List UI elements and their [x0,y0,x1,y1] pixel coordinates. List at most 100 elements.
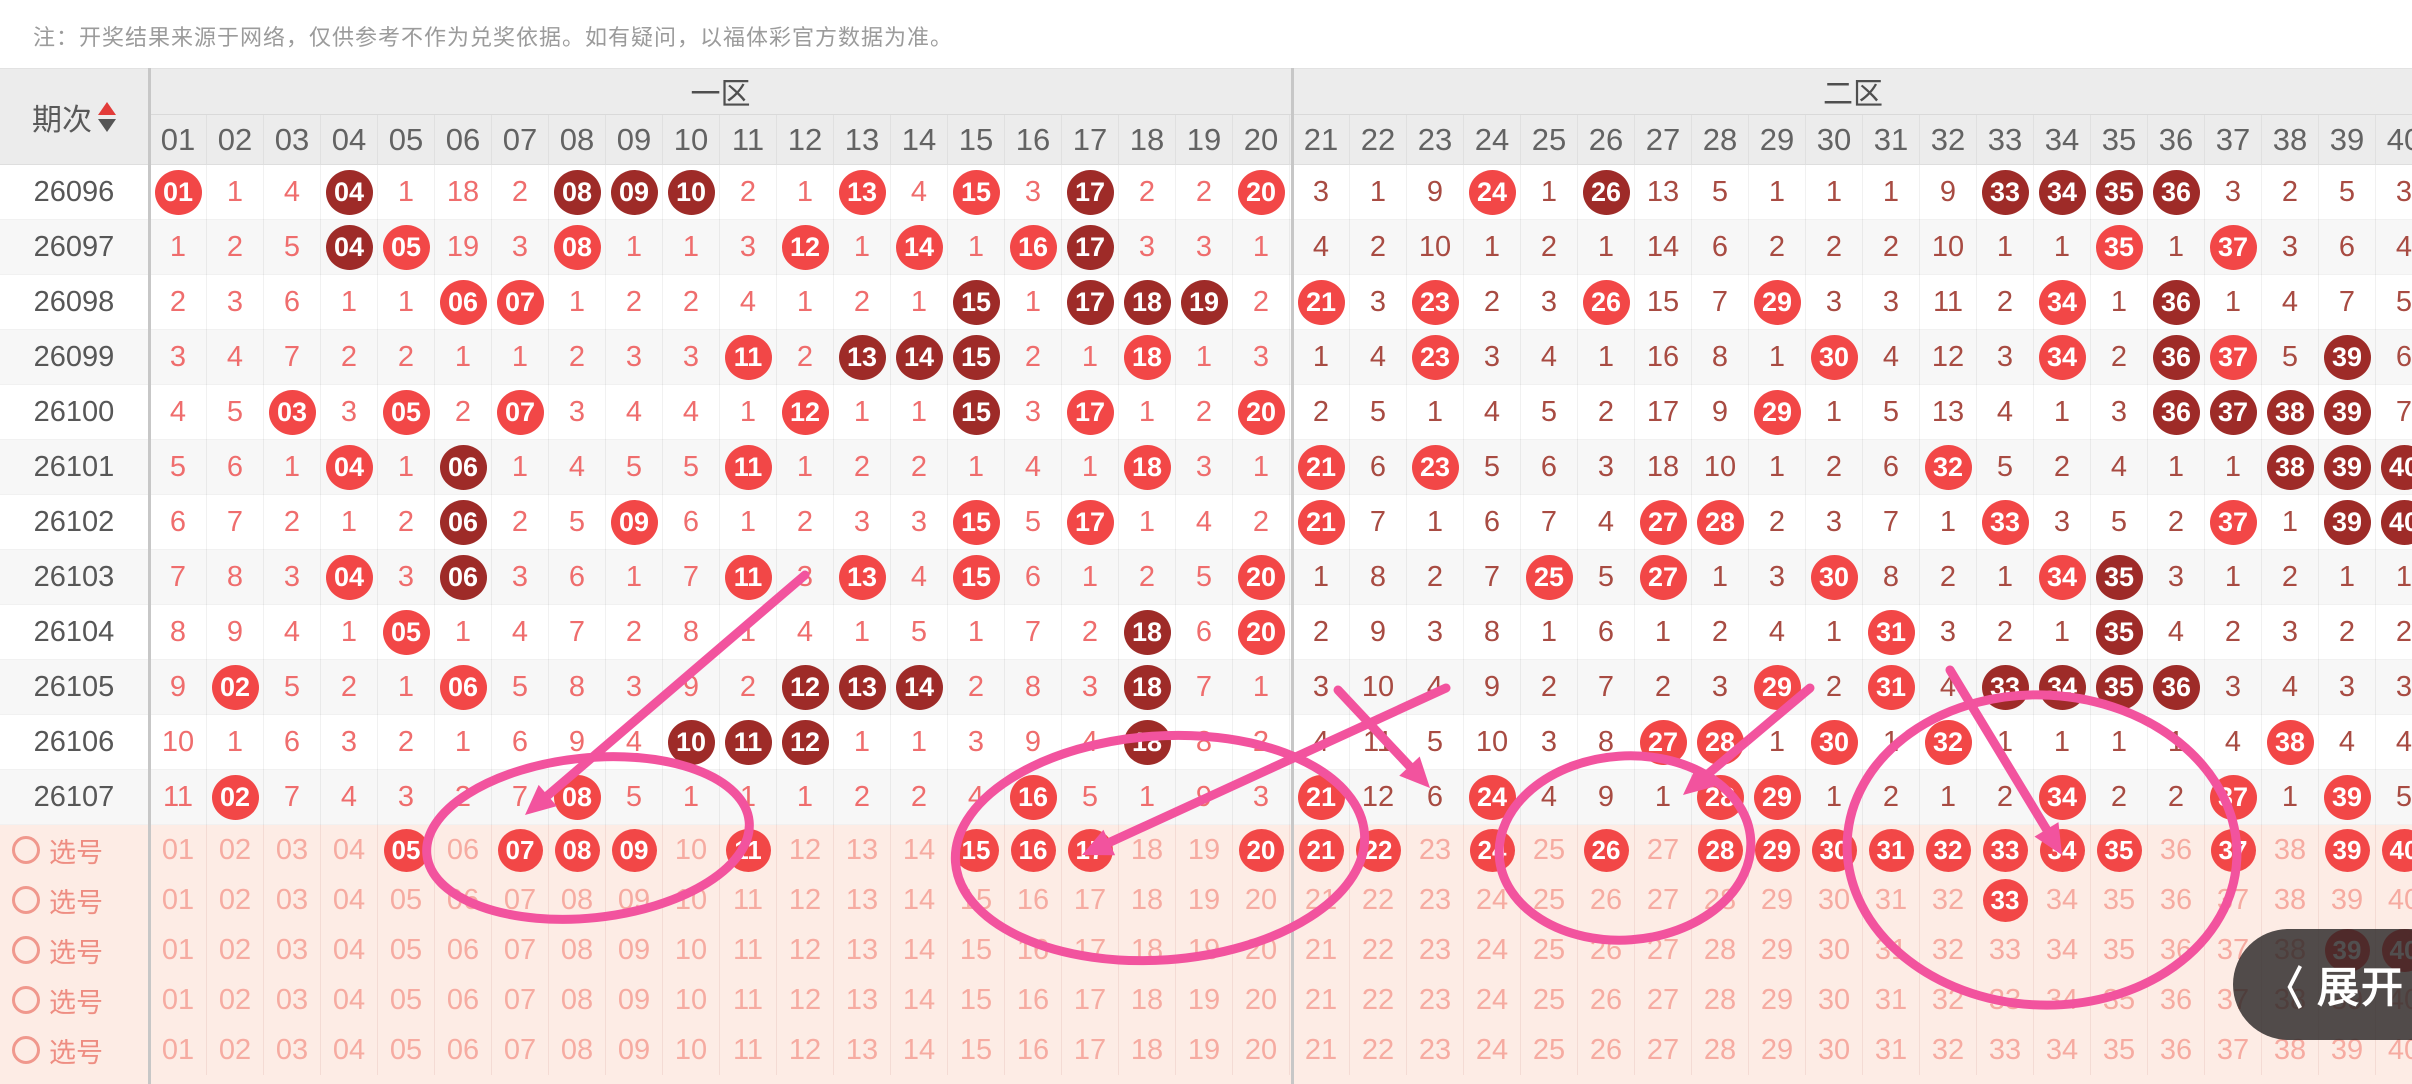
pick-number[interactable]: 34 [2034,825,2091,875]
pick-number[interactable]: 38 [2262,825,2319,875]
pick-number-selected[interactable]: 34 [2039,828,2085,872]
pick-number[interactable]: 29 [1749,975,1806,1025]
pick-number[interactable]: 10 [663,975,720,1025]
pick-number[interactable]: 32 [1920,925,1977,975]
pick-number[interactable]: 19 [1176,925,1233,975]
pick-row-label[interactable]: 选号 [12,825,103,875]
pick-number[interactable]: 09 [606,975,663,1025]
pick-number[interactable]: 24 [1464,875,1521,925]
pick-number[interactable]: 25 [1521,825,1578,875]
pick-number[interactable]: 12 [777,1025,834,1075]
pick-number[interactable]: 10 [663,875,720,925]
pick-number-selected[interactable]: 20 [1238,828,1284,872]
pick-number[interactable]: 14 [891,875,948,925]
pick-number[interactable]: 15 [948,975,1005,1025]
pick-number[interactable]: 21 [1293,875,1350,925]
pick-number[interactable]: 12 [777,925,834,975]
pick-number[interactable]: 17 [1062,825,1119,875]
pick-number[interactable]: 19 [1176,975,1233,1025]
pick-number[interactable]: 25 [1521,875,1578,925]
pick-number[interactable]: 04 [321,925,378,975]
pick-number[interactable]: 17 [1062,925,1119,975]
pick-number[interactable]: 31 [1863,975,1920,1025]
pick-number[interactable]: 39 [2319,875,2376,925]
pick-number[interactable]: 19 [1176,875,1233,925]
pick-number[interactable]: 11 [720,1025,777,1075]
pick-number[interactable]: 30 [1806,875,1863,925]
pick-number[interactable]: 27 [1635,1025,1692,1075]
pick-number[interactable]: 30 [1806,925,1863,975]
pick-number[interactable]: 32 [1920,975,1977,1025]
pick-number[interactable]: 05 [378,925,435,975]
pick-number-selected[interactable]: 35 [2096,828,2142,872]
pick-number-selected[interactable]: 08 [554,828,600,872]
pick-number-selected[interactable]: 37 [2210,828,2256,872]
pick-number[interactable]: 23 [1407,925,1464,975]
pick-number[interactable]: 18 [1119,875,1176,925]
pick-number[interactable]: 24 [1464,825,1521,875]
pick-number[interactable]: 11 [720,925,777,975]
pick-number[interactable]: 27 [1635,875,1692,925]
pick-number[interactable]: 33 [1977,875,2034,925]
pick-number[interactable]: 07 [492,925,549,975]
pick-number[interactable]: 13 [834,875,891,925]
pick-number[interactable]: 02 [207,875,264,925]
pick-number[interactable]: 36 [2148,875,2205,925]
pick-number[interactable]: 28 [1692,975,1749,1025]
pick-number[interactable]: 24 [1464,925,1521,975]
pick-number[interactable]: 19 [1176,1025,1233,1075]
pick-number[interactable]: 20 [1233,1025,1290,1075]
pick-number[interactable]: 35 [2091,975,2148,1025]
pick-number[interactable]: 08 [549,925,606,975]
pick-number[interactable]: 21 [1293,975,1350,1025]
pick-number[interactable]: 11 [720,875,777,925]
pick-number[interactable]: 15 [948,925,1005,975]
pick-number[interactable]: 12 [777,975,834,1025]
pick-number[interactable]: 04 [321,1025,378,1075]
pick-number[interactable]: 07 [492,975,549,1025]
pick-number[interactable]: 18 [1119,925,1176,975]
pick-number-selected[interactable]: 33 [1982,828,2028,872]
pick-number[interactable]: 28 [1692,825,1749,875]
pick-number[interactable]: 15 [948,825,1005,875]
pick-number[interactable]: 35 [2091,1025,2148,1075]
pick-number[interactable]: 20 [1233,875,1290,925]
pick-row-label[interactable]: 选号 [12,875,103,925]
pick-number[interactable]: 28 [1692,1025,1749,1075]
pick-number[interactable]: 23 [1407,875,1464,925]
pick-number[interactable]: 35 [2091,925,2148,975]
pick-row-label[interactable]: 选号 [12,1025,103,1075]
pick-row-radio-icon[interactable] [12,836,40,864]
pick-number-selected[interactable]: 11 [725,828,771,872]
pick-number[interactable]: 09 [606,825,663,875]
pick-number[interactable]: 36 [2148,825,2205,875]
pick-number[interactable]: 13 [834,1025,891,1075]
pick-row-radio-icon[interactable] [12,886,40,914]
pick-number-selected[interactable]: 21 [1298,828,1344,872]
pick-number[interactable]: 07 [492,825,549,875]
pick-number[interactable]: 13 [834,825,891,875]
pick-number[interactable]: 03 [264,825,321,875]
pick-number[interactable]: 33 [1977,975,2034,1025]
pick-number[interactable]: 22 [1350,975,1407,1025]
pick-number[interactable]: 17 [1062,875,1119,925]
pick-number[interactable]: 24 [1464,1025,1521,1075]
pick-number[interactable]: 03 [264,875,321,925]
pick-number[interactable]: 27 [1635,825,1692,875]
pick-number[interactable]: 05 [378,975,435,1025]
pick-number[interactable]: 35 [2091,825,2148,875]
pick-number[interactable]: 14 [891,925,948,975]
sort-icons[interactable] [98,101,116,132]
pick-number[interactable]: 17 [1062,975,1119,1025]
pick-number[interactable]: 28 [1692,875,1749,925]
pick-number-selected[interactable]: 22 [1355,828,1401,872]
pick-number[interactable]: 06 [435,1025,492,1075]
pick-number[interactable]: 20 [1233,975,1290,1025]
pick-number[interactable]: 23 [1407,825,1464,875]
pick-number[interactable]: 34 [2034,1025,2091,1075]
pick-number[interactable]: 29 [1749,925,1806,975]
pick-number[interactable]: 02 [207,1025,264,1075]
pick-number[interactable]: 27 [1635,975,1692,1025]
pick-number-selected[interactable]: 31 [1868,828,1914,872]
pick-number[interactable]: 12 [777,875,834,925]
